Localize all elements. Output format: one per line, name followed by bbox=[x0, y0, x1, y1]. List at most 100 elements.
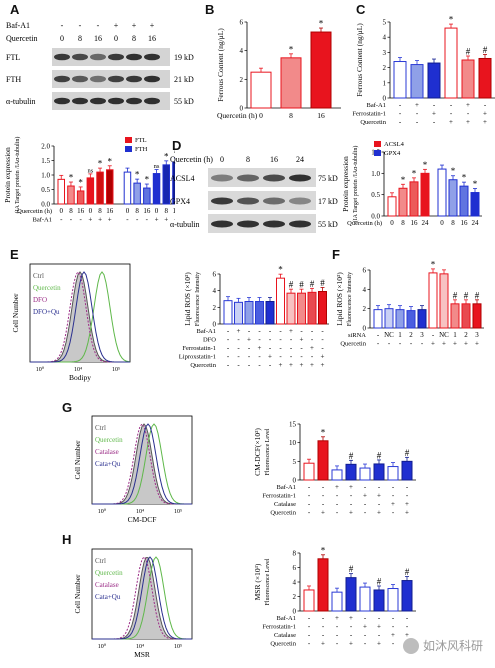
condition-sign: - bbox=[364, 483, 367, 491]
flow-legend-item: Cata+Qu bbox=[95, 460, 121, 468]
blot-a-baf-sign: + bbox=[114, 21, 119, 30]
significance-mark: # bbox=[453, 290, 458, 300]
chart-e-lipid-ros: Lipid ROS (×10³) Fluorescence Intensity 0 2… bbox=[179, 265, 329, 369]
flow-legend-item: Catalase bbox=[95, 448, 119, 456]
bar bbox=[345, 577, 357, 612]
y-axis-label: CM-DCF(×10³) bbox=[253, 428, 262, 476]
flow-plot-frame bbox=[91, 548, 193, 640]
y-tick-label: 0 bbox=[213, 321, 217, 329]
condition-sign: + bbox=[155, 216, 159, 224]
bar bbox=[307, 291, 317, 325]
western-blot-a: Baf-A1 Quercetin - - - + + +0 8 16 0 8 16 FTL 19 kD… bbox=[6, 21, 194, 110]
significance-mark: # bbox=[483, 45, 488, 55]
condition-sign: - bbox=[248, 361, 251, 369]
flow-legend-item: Quercetin bbox=[95, 436, 123, 444]
y-tick-label: 6 bbox=[213, 271, 217, 279]
bar bbox=[143, 187, 151, 205]
condition-row-label: Ferrostatin-1 bbox=[352, 111, 386, 118]
significance-mark: * bbox=[69, 173, 74, 183]
bar bbox=[96, 171, 104, 205]
blot-a-band bbox=[108, 53, 124, 61]
condition-sign: - bbox=[258, 361, 261, 369]
condition-sign: - bbox=[421, 340, 424, 348]
blot-a-band-name: FTL bbox=[6, 53, 20, 62]
y-tick-label: 6 bbox=[363, 267, 367, 275]
condition-sign: + bbox=[279, 361, 283, 369]
significance-mark: ns bbox=[87, 167, 93, 174]
condition-sign: - bbox=[406, 623, 409, 631]
legend-swatch bbox=[374, 150, 381, 156]
bar bbox=[437, 168, 447, 217]
blot-a-band bbox=[90, 53, 106, 61]
bar bbox=[234, 301, 243, 325]
condition-sign: - bbox=[392, 509, 395, 517]
y-axis-label: Ferrous Content (ng/μL) bbox=[355, 23, 364, 97]
condition-sign: + bbox=[310, 361, 314, 369]
significance-mark: # bbox=[377, 450, 382, 460]
bar bbox=[420, 172, 430, 217]
x-tick-label: 0 bbox=[259, 111, 263, 120]
flow-x-tick: 10⁰ bbox=[98, 508, 107, 515]
blot-d-band bbox=[237, 197, 259, 205]
flow-x-label: MSR bbox=[134, 650, 150, 659]
condition-sign: 1 bbox=[453, 331, 457, 339]
bar bbox=[76, 190, 85, 205]
significance-mark: * bbox=[78, 177, 83, 187]
condition-sign: - bbox=[146, 216, 149, 224]
blot-a-band bbox=[72, 97, 88, 105]
condition-sign: - bbox=[450, 110, 453, 118]
flow-histogram-e: Cell Number Bodipy 10⁰ 10⁴ 10⁵ Ctrl Quercetin D… bbox=[11, 263, 131, 382]
y-tick-label: 4 bbox=[213, 287, 217, 295]
significance-mark: # bbox=[310, 279, 315, 289]
bar bbox=[345, 463, 357, 481]
condition-sign: - bbox=[364, 500, 367, 508]
bar bbox=[318, 291, 327, 325]
condition-sign: + bbox=[289, 361, 293, 369]
blot-d-band bbox=[237, 174, 259, 182]
blot-a-band bbox=[90, 75, 106, 83]
blot-a-q-tick: 0 bbox=[60, 34, 64, 43]
y-tick-label: 2 bbox=[383, 64, 387, 72]
panel-label-e: E bbox=[10, 247, 19, 262]
condition-sign: - bbox=[237, 353, 240, 361]
blot-d-band bbox=[211, 220, 233, 228]
flow-y-label: Cell Number bbox=[73, 574, 82, 613]
blot-d-tick: 8 bbox=[246, 155, 250, 164]
y-tick-label: 10 bbox=[289, 439, 297, 447]
condition-row-label: Baf-A1 bbox=[277, 615, 297, 622]
blot-a-band bbox=[72, 75, 88, 83]
condition-sign: 0 bbox=[390, 219, 394, 227]
blot-d-band-name: ACSL4 bbox=[170, 174, 194, 183]
condition-sign: - bbox=[392, 640, 395, 648]
bar bbox=[265, 301, 275, 325]
condition-sign: - bbox=[467, 110, 470, 118]
bar bbox=[427, 62, 441, 99]
condition-sign: - bbox=[308, 500, 311, 508]
condition-sign: - bbox=[322, 492, 325, 500]
y-tick-label: 2 bbox=[213, 304, 217, 312]
blot-a-q-tick: 16 bbox=[94, 34, 102, 43]
bar bbox=[359, 467, 371, 481]
bar bbox=[303, 589, 315, 612]
condition-sign: - bbox=[308, 492, 311, 500]
y-tick-label: 0.0 bbox=[41, 201, 50, 209]
condition-row-label: Ferrostatin-1 bbox=[262, 624, 296, 631]
condition-sign: - bbox=[399, 110, 402, 118]
condition-sign: - bbox=[308, 483, 311, 491]
blot-d-band-name: GPX4 bbox=[170, 197, 190, 206]
condition-row-label: Baf-A1 bbox=[367, 102, 387, 109]
bar bbox=[331, 591, 343, 612]
significance-mark: * bbox=[449, 15, 454, 25]
y-tick-label: 4 bbox=[293, 579, 297, 587]
blot-a-q-tick: 8 bbox=[132, 34, 136, 43]
watermark: 如沐风科研 bbox=[402, 637, 483, 654]
condition-sign: + bbox=[405, 500, 409, 508]
y-axis-label-2: (IA Target protein /IAα-tubulin) bbox=[14, 137, 21, 214]
condition-sign: - bbox=[300, 344, 303, 352]
y-axis-label: Lipid ROS (×10³) bbox=[183, 272, 192, 326]
condition-sign: - bbox=[322, 631, 325, 639]
condition-sign: - bbox=[308, 614, 311, 622]
blot-d-lane-bg bbox=[208, 214, 316, 233]
y-axis-label-2: Fluorescence Level bbox=[265, 428, 271, 475]
condition-sign: - bbox=[364, 614, 367, 622]
